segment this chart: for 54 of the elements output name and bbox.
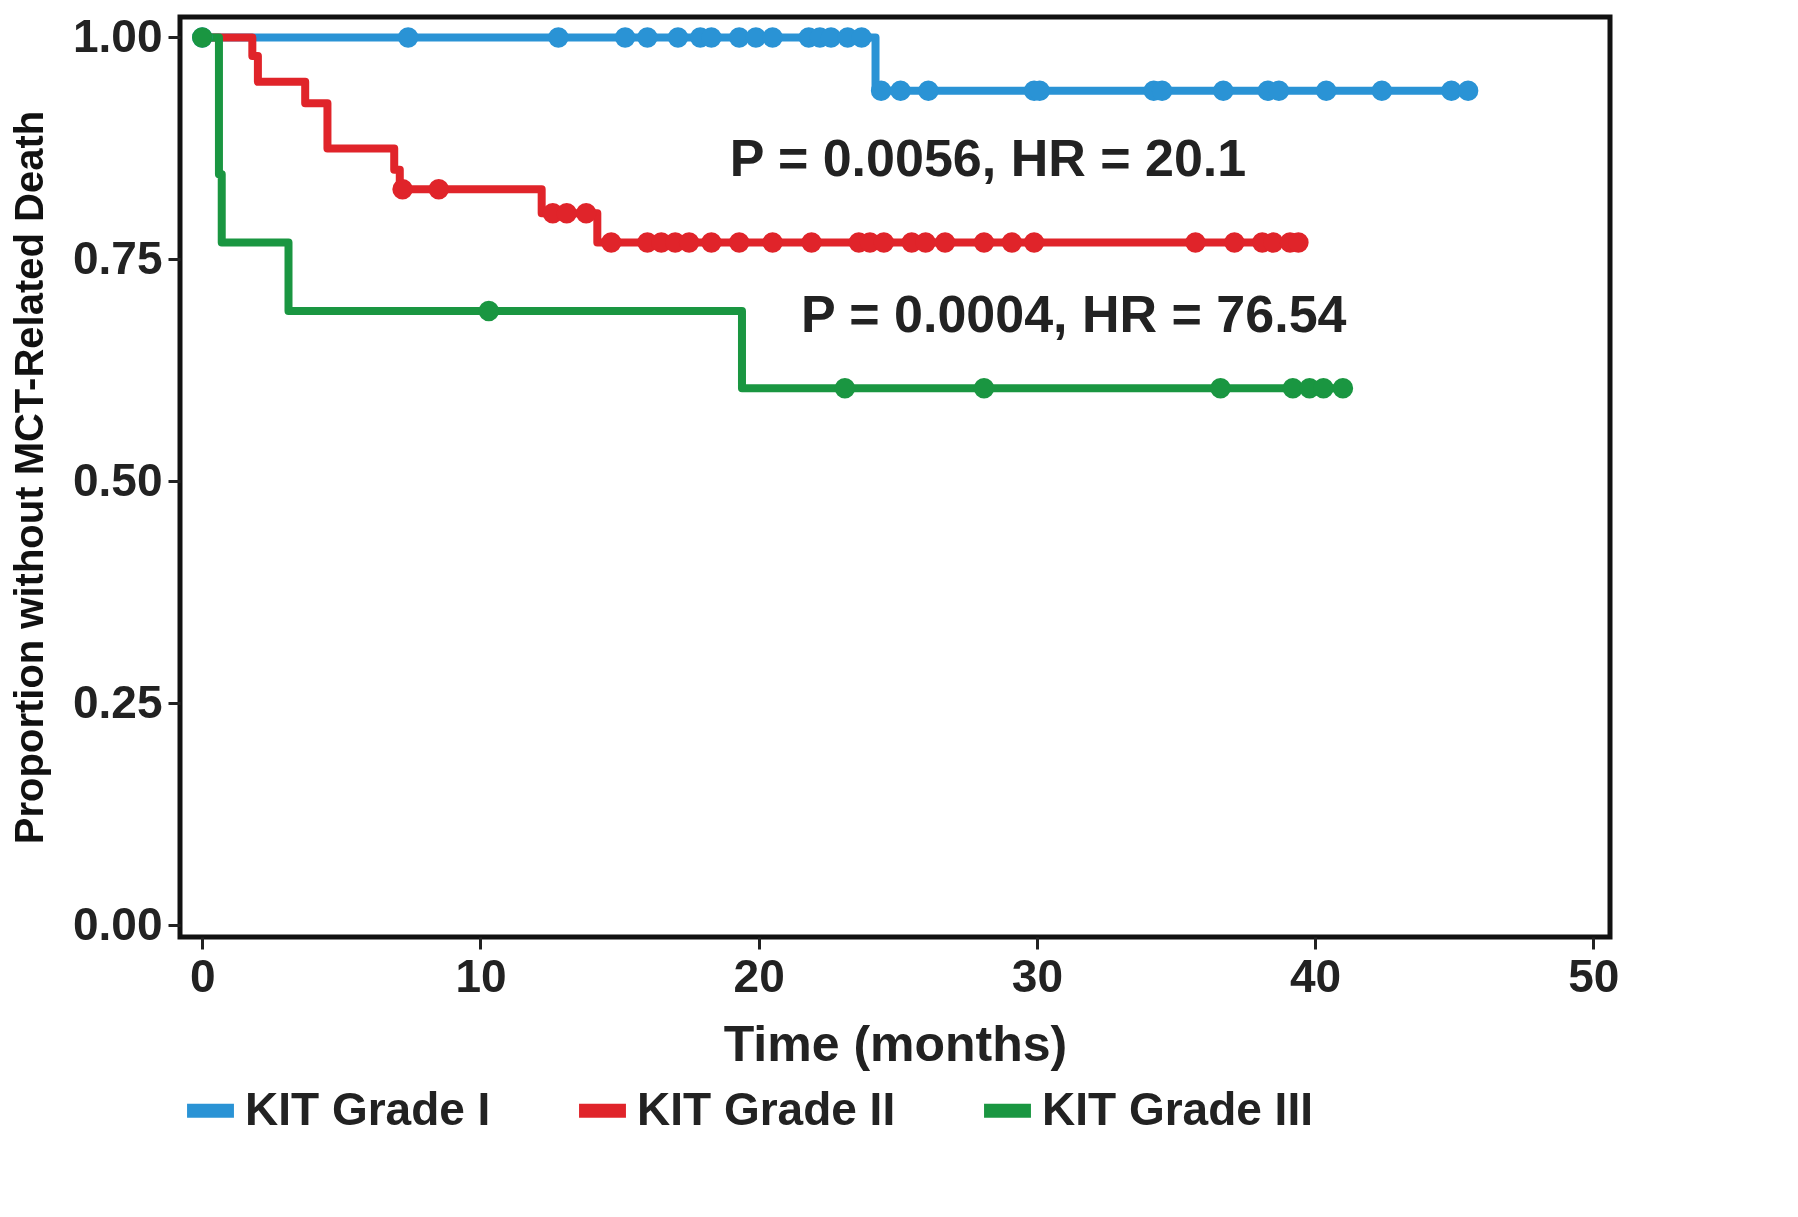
point bbox=[478, 300, 500, 322]
x-tick-label: 50 bbox=[1568, 949, 1620, 1002]
point bbox=[973, 232, 995, 253]
point bbox=[637, 27, 658, 48]
point bbox=[392, 179, 413, 200]
point bbox=[728, 232, 750, 253]
point bbox=[667, 27, 689, 48]
x-axis-title: Time (months) bbox=[723, 1015, 1068, 1072]
x-tick-label: 10 bbox=[455, 949, 507, 1002]
point bbox=[1313, 377, 1334, 399]
point bbox=[801, 232, 822, 253]
point bbox=[701, 232, 722, 253]
point bbox=[934, 232, 956, 253]
annotation: P = 0.0056, HR = 20.1 bbox=[729, 128, 1247, 187]
point bbox=[428, 179, 449, 200]
point bbox=[973, 377, 995, 399]
point bbox=[915, 232, 936, 253]
y-tick-label: 0.00 bbox=[72, 897, 163, 950]
legend-label: KIT Grade I bbox=[245, 1082, 491, 1135]
point bbox=[1315, 80, 1337, 101]
y-tick-label: 0.25 bbox=[72, 675, 163, 728]
point bbox=[1023, 232, 1045, 253]
point bbox=[918, 80, 939, 101]
point bbox=[575, 203, 597, 224]
point bbox=[1332, 377, 1354, 399]
x-tick-label: 20 bbox=[733, 949, 785, 1002]
x-tick-label: 0 bbox=[189, 949, 216, 1002]
y-tick-label: 0.50 bbox=[72, 453, 163, 506]
point bbox=[397, 27, 419, 48]
point bbox=[834, 377, 856, 399]
point bbox=[614, 27, 636, 48]
point bbox=[1457, 80, 1479, 101]
point bbox=[1210, 377, 1231, 399]
y-tick-label: 0.75 bbox=[72, 231, 163, 284]
point bbox=[600, 232, 622, 253]
y-tick-label: 1.00 bbox=[72, 9, 163, 62]
x-tick-label: 30 bbox=[1011, 949, 1063, 1002]
y-axis-title: Proportion without MCT-Related Death bbox=[6, 110, 51, 845]
legend-label: KIT Grade III bbox=[1042, 1082, 1313, 1135]
point bbox=[1213, 80, 1234, 101]
point bbox=[851, 27, 872, 48]
annotation: P = 0.0004, HR = 76.54 bbox=[801, 285, 1347, 343]
point bbox=[870, 80, 892, 101]
point bbox=[1001, 232, 1023, 253]
point bbox=[548, 27, 569, 48]
point bbox=[762, 27, 783, 48]
point bbox=[890, 80, 911, 101]
point bbox=[762, 232, 783, 253]
point bbox=[1371, 80, 1393, 101]
point bbox=[1185, 232, 1206, 253]
point bbox=[1224, 232, 1245, 253]
x-tick-label: 40 bbox=[1290, 949, 1342, 1002]
legend-label: KIT Grade II bbox=[637, 1082, 896, 1135]
point bbox=[556, 203, 577, 224]
